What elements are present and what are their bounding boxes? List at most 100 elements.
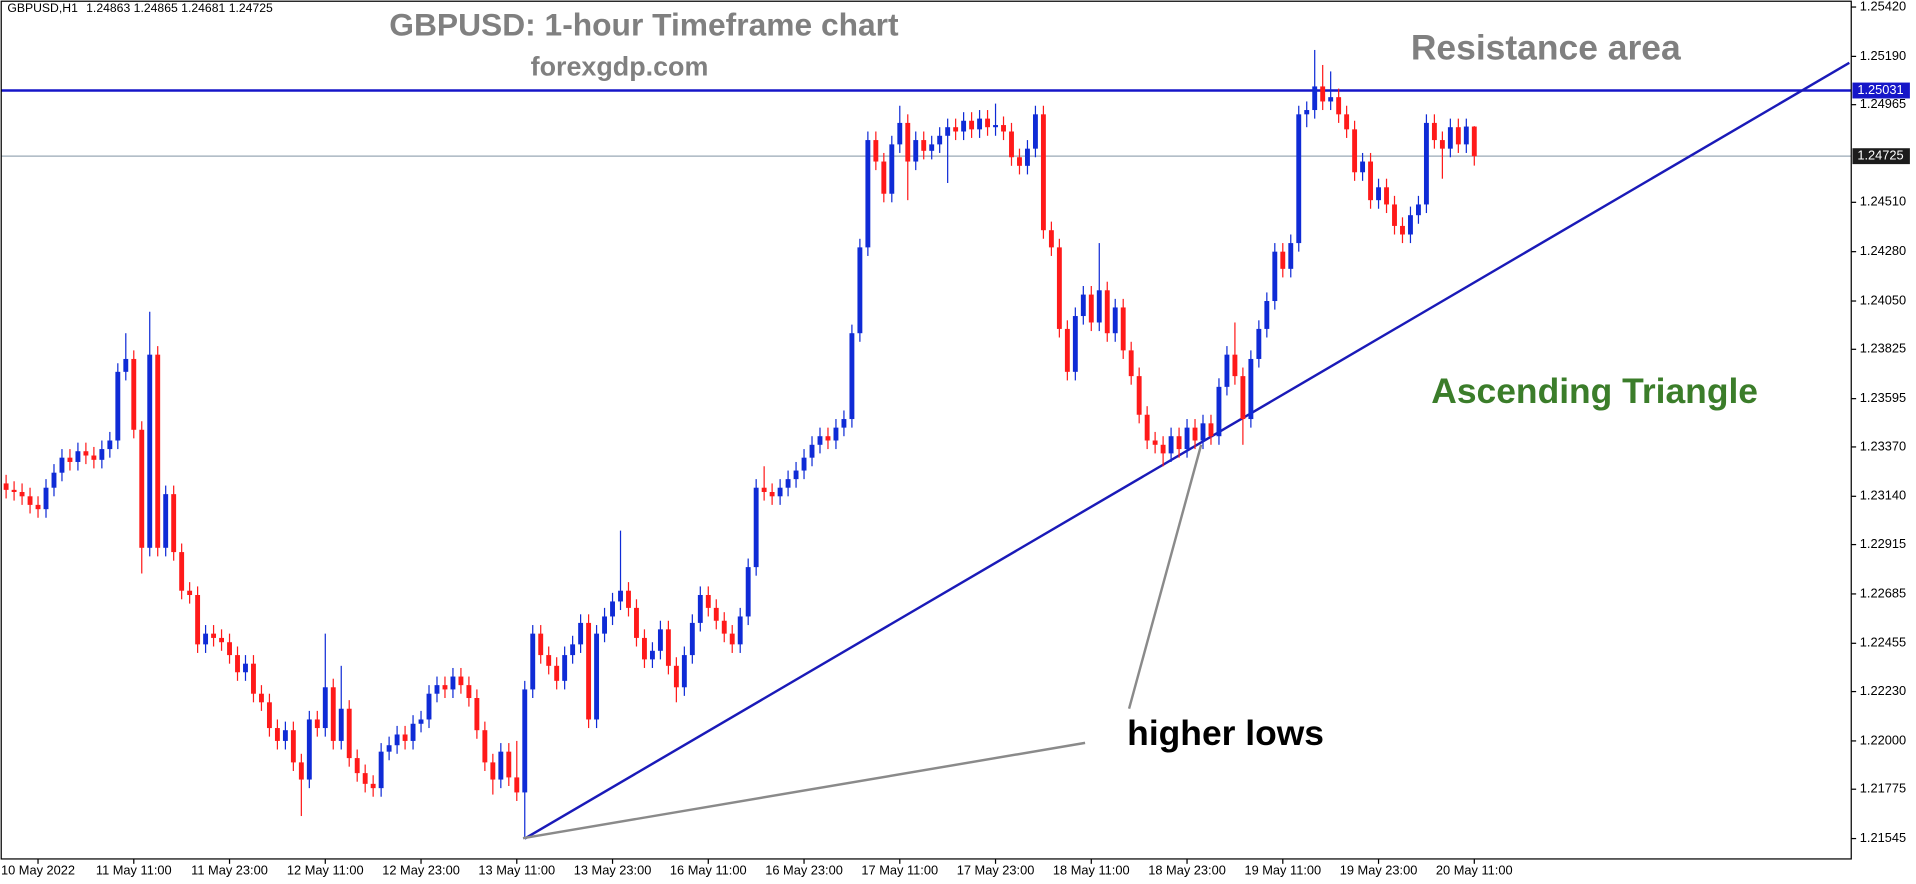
- candle-body: [538, 633, 544, 656]
- y-tick-label: 1.23595: [1860, 390, 1906, 405]
- candle-body: [1168, 436, 1174, 454]
- candle-body: [139, 429, 145, 548]
- candle-body: [1176, 436, 1182, 450]
- candle-body: [450, 676, 456, 690]
- candle-body: [929, 144, 935, 151]
- candle-body: [1336, 97, 1342, 115]
- candle-body: [737, 616, 743, 645]
- candle-body: [1439, 140, 1445, 149]
- candle-body: [1400, 225, 1405, 235]
- candle-body: [729, 633, 735, 645]
- candle-body: [243, 663, 248, 673]
- candle-body: [59, 457, 65, 473]
- y-tick-label: 1.22000: [1860, 732, 1906, 747]
- candle-body: [426, 693, 432, 720]
- candle-body: [11, 489, 17, 493]
- candle-body: [43, 487, 49, 510]
- y-tick-label: 1.23825: [1860, 341, 1906, 356]
- candle-body: [1264, 301, 1270, 329]
- annotation: higher lows: [1127, 713, 1324, 753]
- candle-body: [777, 487, 783, 497]
- candle-body: [298, 762, 304, 780]
- y-tick-label: 1.22685: [1860, 585, 1906, 600]
- candle-body: [51, 472, 57, 488]
- candle-body: [953, 127, 959, 132]
- candle-body: [769, 492, 775, 497]
- header-high: 1.24865: [134, 1, 178, 15]
- candle-body: [977, 118, 983, 130]
- candle-body: [921, 140, 927, 151]
- x-tick-label: 19 May 23:00: [1340, 863, 1418, 878]
- symbol: GBPUSD,H1: [7, 1, 78, 15]
- candle-body: [1072, 316, 1078, 372]
- candle-body: [1312, 86, 1318, 111]
- candle-body: [203, 633, 209, 645]
- candle-body: [873, 140, 879, 162]
- candle-body: [1352, 129, 1358, 173]
- price-label-box: [1852, 82, 1910, 99]
- candle-body: [1248, 358, 1254, 420]
- plot-area: [1, 49, 1852, 840]
- candle-body: [19, 492, 25, 497]
- y-tick-label: 1.23370: [1860, 438, 1906, 453]
- candle-body: [131, 358, 137, 430]
- candle-body: [586, 622, 592, 720]
- candle-body: [905, 122, 911, 162]
- candle-body: [282, 730, 288, 741]
- candle-body: [1344, 114, 1350, 130]
- candle-body: [251, 663, 256, 694]
- candle-body: [67, 457, 73, 462]
- annotation: Ascending Triangle: [1431, 371, 1758, 411]
- candle-body: [1208, 423, 1214, 437]
- candle-body: [1001, 125, 1006, 132]
- x-tick-label: 11 May 11:00: [96, 863, 172, 878]
- candle-body: [506, 751, 512, 778]
- y-tick-label: 1.22230: [1860, 683, 1906, 698]
- candle-body: [219, 637, 224, 643]
- candle-body: [259, 693, 264, 703]
- candle-body: [1064, 328, 1070, 372]
- candle-body: [187, 590, 193, 596]
- candle-body: [314, 719, 320, 729]
- x-tick-label: 19 May 11:00: [1244, 863, 1321, 878]
- candle-body: [35, 504, 41, 510]
- candle-body: [402, 734, 408, 741]
- candle-body: [665, 629, 671, 666]
- candle-body: [833, 427, 839, 441]
- candle-body: [713, 607, 719, 621]
- x-tick-label: 12 May 23:00: [382, 863, 460, 878]
- candle-body: [1216, 386, 1222, 437]
- y-tick-label: 1.25420: [1860, 0, 1906, 13]
- candle-body: [1224, 354, 1230, 387]
- candle-body: [881, 161, 887, 194]
- x-tick-label: 13 May 11:00: [478, 863, 555, 878]
- candle-body: [123, 358, 129, 372]
- y-tick-label: 1.22915: [1860, 536, 1906, 551]
- candle-body: [434, 685, 440, 694]
- candle-body: [442, 685, 448, 690]
- y-tick-label: 1.25190: [1860, 48, 1906, 63]
- candle-body: [522, 689, 528, 793]
- candle-body: [753, 487, 759, 568]
- candle-body: [649, 650, 655, 660]
- candle-body: [290, 730, 296, 763]
- candle-body: [1240, 376, 1246, 420]
- candle-body: [1296, 114, 1302, 244]
- header-close: 1.24725: [229, 1, 273, 15]
- candle-body: [1280, 251, 1286, 269]
- candle-body: [1128, 350, 1134, 377]
- candle-body: [610, 601, 615, 617]
- candle-body: [274, 728, 280, 741]
- candle-body: [394, 734, 400, 746]
- candle-body: [147, 354, 153, 548]
- candle-body: [969, 120, 975, 130]
- chart-subtitle: forexgdp.com: [531, 52, 709, 82]
- candle-body: [75, 451, 81, 462]
- candle-body: [602, 616, 607, 634]
- candle-body: [634, 607, 639, 638]
- candle-body: [1009, 131, 1014, 158]
- candle-body: [1032, 114, 1038, 149]
- candle-body: [418, 719, 424, 724]
- candle-body: [27, 496, 33, 505]
